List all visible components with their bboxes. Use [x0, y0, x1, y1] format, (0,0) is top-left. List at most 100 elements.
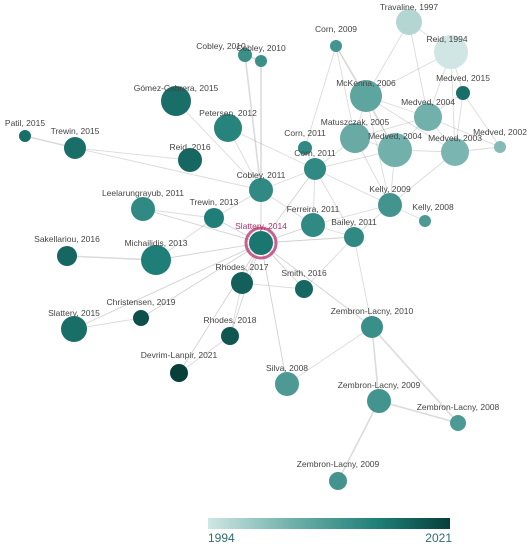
edge-bailey2011-smith2016: [303, 236, 355, 290]
node-label-cobley2010a: Cobley, 2010: [196, 41, 246, 51]
edge-petersen2012-corn2011b: [227, 127, 316, 170]
node-cobley2011[interactable]: [249, 178, 273, 202]
edge-corn2009-corn2011a: [304, 45, 337, 149]
node-trewin2015[interactable]: [64, 137, 86, 159]
node-petersen2012[interactable]: [214, 114, 242, 142]
node-reid2016[interactable]: [178, 148, 202, 172]
node-rhodes2017[interactable]: [231, 272, 253, 294]
node-cobley2010a[interactable]: [238, 48, 252, 62]
node-silva2008[interactable]: [275, 372, 299, 396]
node-label-silva2008: Silva, 2008: [266, 363, 308, 373]
node-rhodes2018[interactable]: [221, 327, 239, 345]
edge-corn2009-matuszczak2005: [335, 45, 356, 139]
node-label-kelly2008: Kelly, 2008: [412, 202, 454, 212]
node-zembron2008[interactable]: [450, 415, 466, 431]
node-kelly2009[interactable]: [378, 193, 402, 217]
node-zembron2009a[interactable]: [367, 389, 391, 413]
edge-zembron2010-zembron2009a: [371, 326, 380, 402]
edge-slattery2014-zembron2010: [260, 242, 373, 328]
node-corn2009[interactable]: [330, 40, 342, 52]
edge-trewin2015-reid2016: [74, 147, 191, 161]
node-medved2004a[interactable]: [414, 103, 442, 131]
edge-kelly2009-ferreira2011: [312, 204, 391, 226]
node-label-zembron2009b: Zembron-Lacny, 2009: [297, 459, 380, 469]
node-medved2015[interactable]: [456, 86, 470, 100]
node-label-rhodes2018: Rhodes, 2018: [204, 315, 257, 325]
node-travaline1997[interactable]: [396, 9, 422, 35]
node-label-reid1994: Reid, 1994: [426, 34, 467, 44]
node-label-rhodes2017: Rhodes, 2017: [216, 262, 269, 272]
node-cobley2010b[interactable]: [255, 55, 267, 67]
edge-slattery2014-devrim2021: [178, 242, 262, 374]
node-sakellariou2016[interactable]: [57, 246, 77, 266]
node-corn2011b[interactable]: [304, 158, 326, 180]
focus-node-highlight-ring: [244, 226, 278, 260]
node-label-matuszczak2005: Matuszczak, 2005: [321, 117, 390, 127]
year-color-legend: 1994 2021: [208, 518, 452, 548]
node-slattery2014[interactable]: [249, 231, 273, 255]
node-mckenna2006[interactable]: [350, 80, 382, 112]
node-label-michailidis2013: Michailidis, 2013: [125, 238, 188, 248]
node-label-kelly2009: Kelly, 2009: [369, 184, 411, 194]
node-corn2011a[interactable]: [298, 141, 312, 155]
node-patil2015[interactable]: [19, 130, 31, 142]
node-label-gomez2015: Gómez-Cabrera, 2015: [134, 83, 219, 93]
edge-medved2015-medved2002: [462, 92, 501, 148]
node-leelarungrayub2011[interactable]: [131, 197, 155, 221]
node-label-bailey2011: Bailey, 2011: [331, 217, 377, 227]
node-label-reid2016: Reid, 2016: [169, 142, 210, 152]
node-label-petersen2012: Petersen, 2012: [199, 108, 257, 118]
node-label-medved2015: Medved, 2015: [436, 73, 490, 83]
node-michailidis2013[interactable]: [141, 245, 171, 275]
nodes-layer: [19, 9, 506, 490]
node-label-corn2011b: Corn, 2011: [294, 148, 336, 158]
edge-bailey2011-zembron2010: [353, 236, 373, 328]
node-medved2002[interactable]: [494, 141, 506, 153]
node-ferreira2011[interactable]: [301, 213, 325, 237]
edge-zembron2009a-zembron2009b: [337, 400, 380, 482]
node-christensen2019[interactable]: [133, 310, 149, 326]
edge-mckenna2006-kelly2009: [365, 95, 391, 206]
edge-slattery2014-silva2008: [260, 242, 288, 385]
node-label-zembron2008: Zembron-Lacny, 2008: [417, 402, 500, 412]
edge-corn2011b-bailey2011: [314, 168, 355, 238]
node-label-medved2004a: Medved, 2004: [401, 97, 455, 107]
node-label-medved2002: Medved, 2002: [473, 127, 527, 137]
edge-slattery2014-slattery2015: [73, 242, 262, 330]
legend-min-year: 1994: [208, 531, 235, 545]
node-kelly2008[interactable]: [419, 215, 431, 227]
edge-travaline1997-medved2004a: [408, 21, 429, 118]
node-label-leelarungrayub2011: Leelarungrayub, 2011: [102, 188, 184, 198]
node-devrim2021[interactable]: [170, 364, 188, 382]
node-bailey2011[interactable]: [344, 227, 364, 247]
node-gomez2015[interactable]: [161, 86, 191, 116]
labels-layer: Travaline, 1997 Reid, 1994 Corn, 2009 Coble…: [5, 2, 527, 469]
node-trewin2013[interactable]: [204, 208, 224, 228]
node-matuszczak2005[interactable]: [340, 123, 370, 153]
node-label-zembron2009a: Zembron-Lacny, 2009: [338, 380, 421, 390]
node-label-smith2016: Smith, 2016: [281, 268, 327, 278]
node-reid1994[interactable]: [434, 35, 468, 69]
edge-michailidis2013-slattery2014: [155, 242, 262, 261]
node-label-cobley2010b: Cobley, 2010: [236, 43, 286, 53]
edge-silva2008-zembron2010: [286, 326, 373, 385]
edge-mckenna2006-medved2003: [365, 95, 456, 153]
edge-kelly2009-corn2011b: [314, 168, 391, 206]
year-gradient-bar: [208, 518, 450, 529]
edge-trewin2015-cobley2011: [74, 147, 262, 191]
node-slattery2015[interactable]: [61, 316, 87, 342]
node-zembron2010[interactable]: [361, 316, 383, 338]
node-label-trewin2015: Trewin, 2015: [51, 126, 100, 136]
edge-rhodes2018-devrim2021: [178, 335, 231, 374]
node-medved2004b[interactable]: [378, 133, 412, 167]
edge-cobley2010a-cobley2011: [244, 54, 262, 191]
node-label-medved2003: Medved, 2003: [428, 133, 482, 143]
node-label-zembron2010: Zembron-Lacny, 2010: [331, 306, 414, 316]
node-label-slattery2014: Slattery, 2014: [235, 221, 287, 231]
node-medved2003[interactable]: [441, 138, 469, 166]
node-smith2016[interactable]: [295, 280, 313, 298]
node-label-corn2009: Corn, 2009: [315, 24, 357, 34]
node-label-sakellariou2016: Sakellariou, 2016: [34, 234, 100, 244]
node-zembron2009b[interactable]: [329, 472, 347, 490]
node-label-christensen2019: Christensen, 2019: [107, 297, 176, 307]
